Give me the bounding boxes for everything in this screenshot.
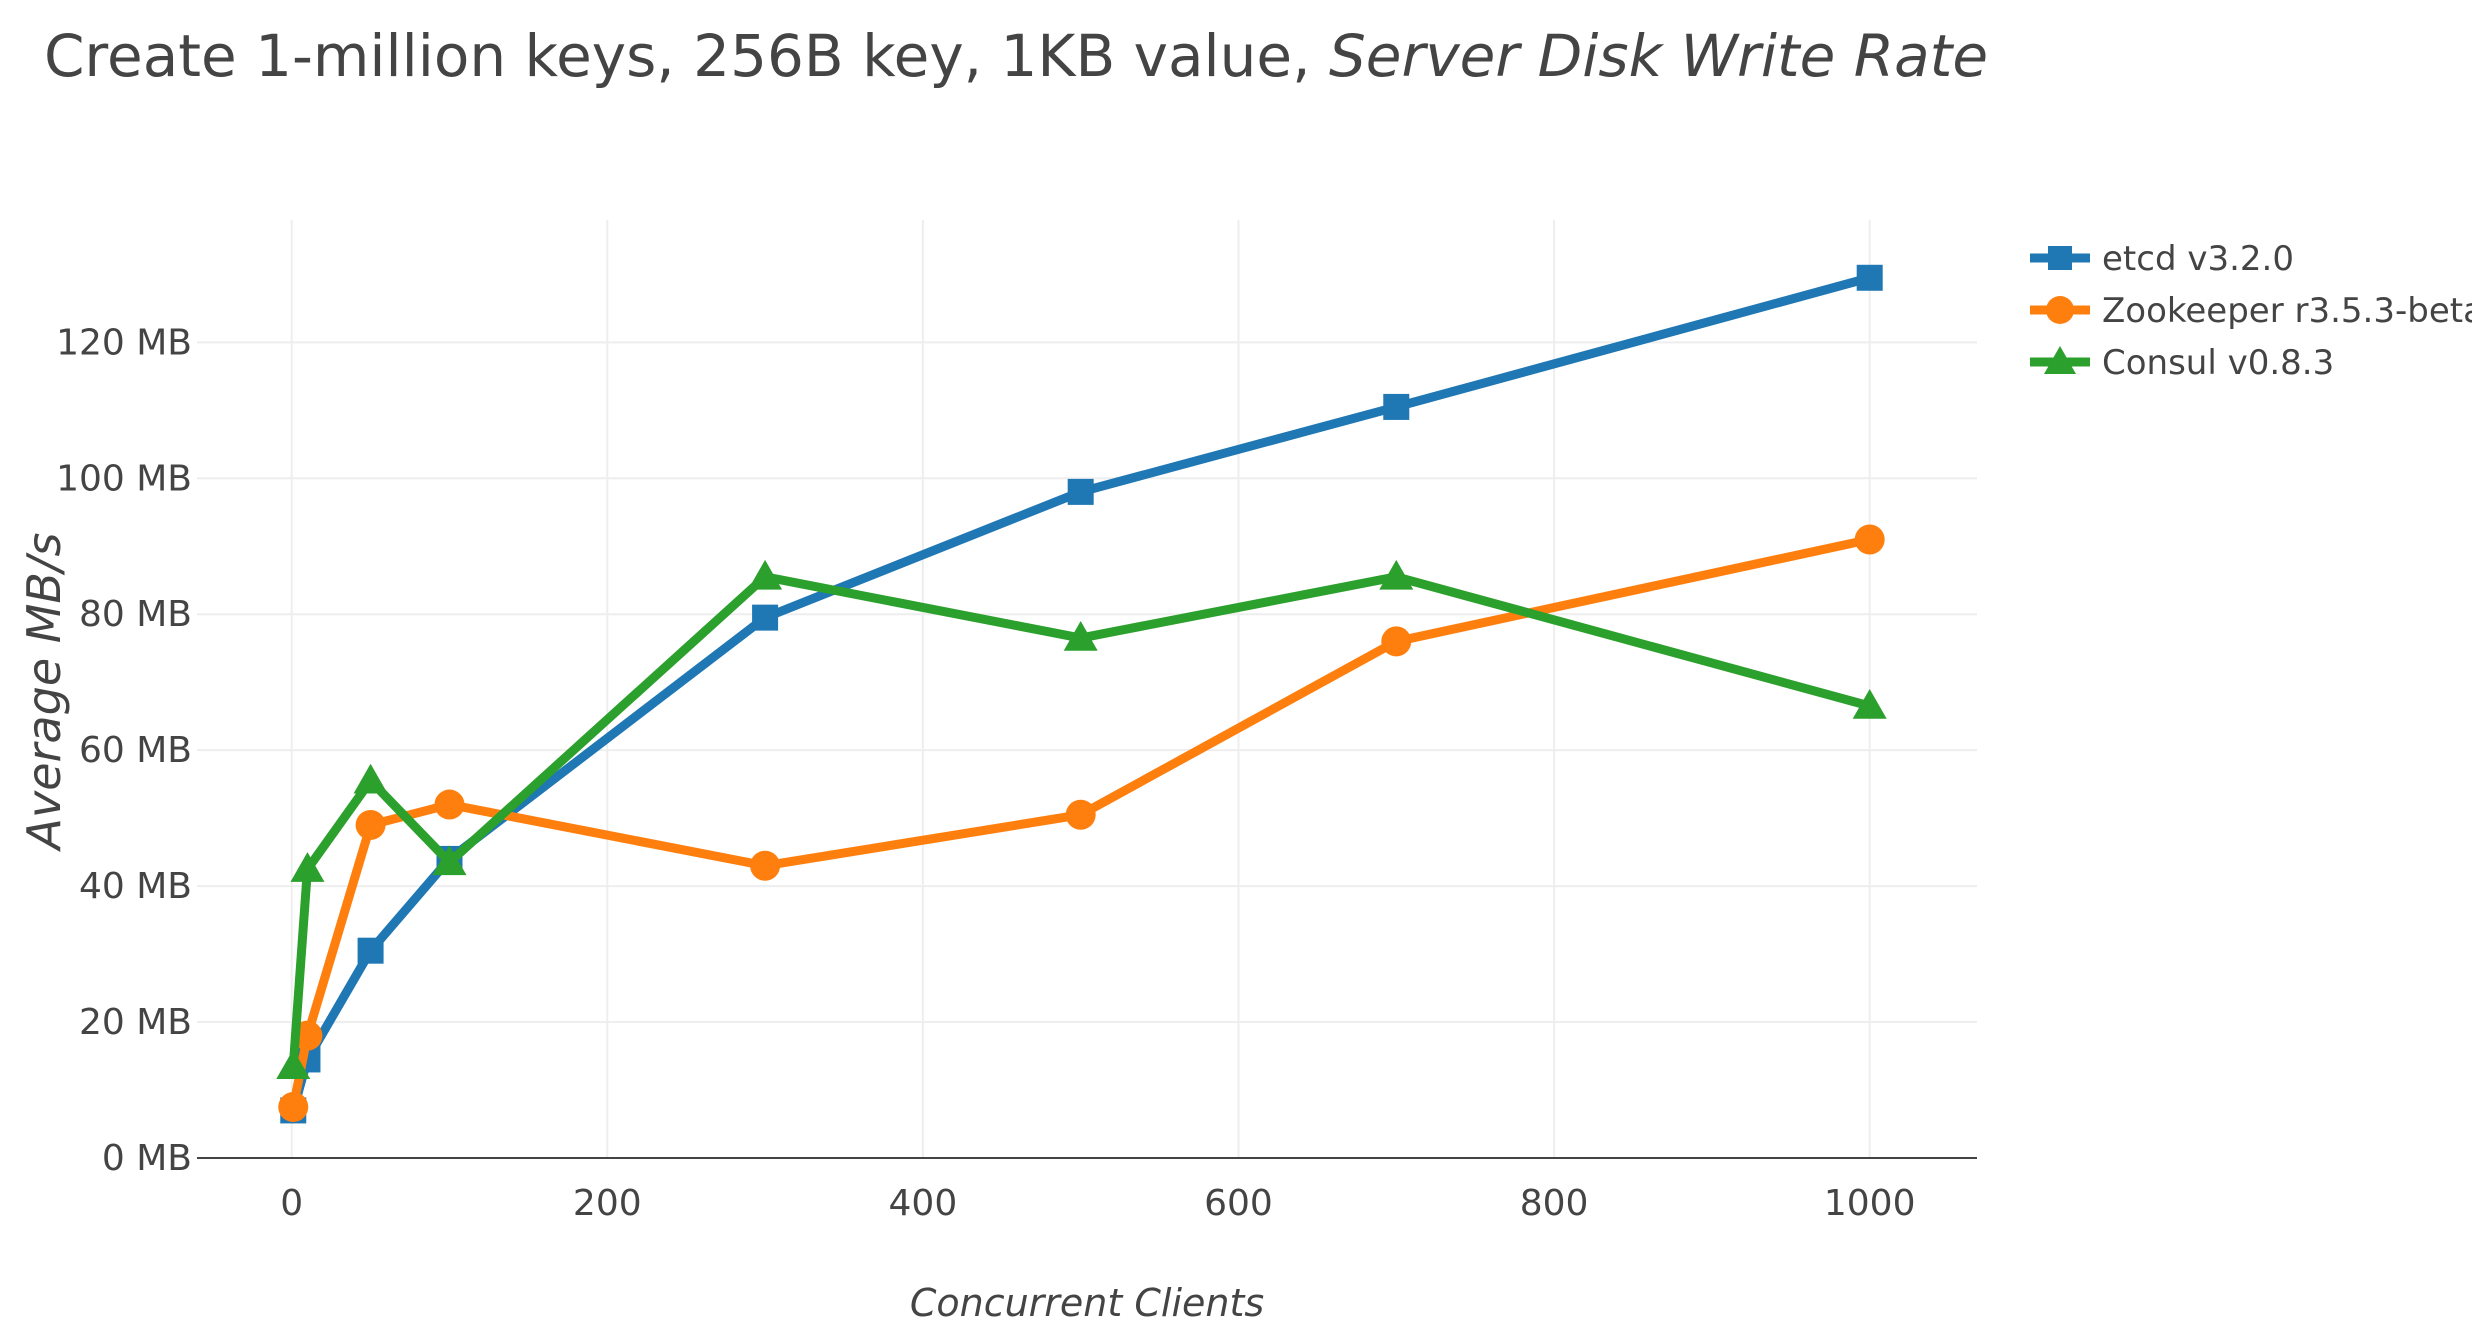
chart-title: Create 1-million keys, 256B key, 1KB val… <box>0 22 2032 90</box>
legend-label: Consul v0.8.3 <box>2102 343 2334 383</box>
x-axis-title: Concurrent Clients <box>910 1281 1264 1325</box>
data-point <box>357 937 384 964</box>
data-point <box>355 809 386 840</box>
legend-item: Zookeeper r3.5.3-beta <box>2030 291 2472 331</box>
y-tick-label: 0 MB <box>102 1138 192 1179</box>
legend-marker <box>2048 246 2072 270</box>
y-tick-label: 100 MB <box>56 458 192 499</box>
legend-marker <box>2046 296 2074 324</box>
chart-title-italic: Server Disk Write Rate <box>1328 22 1989 90</box>
data-point <box>1854 524 1885 555</box>
x-tick-label: 800 <box>1520 1183 1589 1224</box>
x-tick-label: 600 <box>1204 1183 1273 1224</box>
data-point <box>1856 264 1883 291</box>
data-point <box>1065 799 1096 830</box>
series-line <box>288 572 1875 1071</box>
x-tick-label: 200 <box>573 1183 642 1224</box>
data-point <box>1067 478 1094 505</box>
data-point <box>1379 559 1414 590</box>
series-line <box>288 273 1875 1115</box>
data-point <box>1852 688 1887 719</box>
grid-layer <box>197 220 1977 1158</box>
data-point <box>750 850 781 881</box>
data-point <box>276 1049 311 1079</box>
chart-title-main: Create 1-million keys, 256B key, 1KB val… <box>43 22 1311 90</box>
y-tick-label: 120 MB <box>56 322 192 363</box>
y-tick-label: 40 MB <box>79 866 192 907</box>
data-point <box>1381 626 1412 657</box>
data-point <box>353 763 388 794</box>
data-point <box>290 852 325 882</box>
data-point <box>434 789 465 820</box>
x-tick-label: 400 <box>889 1183 958 1224</box>
y-tick-label: 20 MB <box>79 1002 192 1043</box>
x-tick-label: 1000 <box>1824 1183 1916 1224</box>
series-consul <box>276 559 1887 1079</box>
x-tick-label: 0 <box>280 1183 303 1224</box>
legend: etcd v3.2.0 Zookeeper r3.5.3-beta Consul v… <box>2030 239 2472 383</box>
data-point <box>1383 393 1410 420</box>
y-axis-title: Average MB/s <box>17 533 71 853</box>
data-point <box>432 845 467 876</box>
series-layer <box>276 264 1887 1124</box>
series-etcd <box>280 264 1883 1124</box>
ticks-layer: 0 200 400 600 800 1000 0 MB 20 MB 40 MB 60 MB 80 M… <box>56 322 1915 1224</box>
series-line <box>288 534 1875 1112</box>
legend-item: etcd v3.2.0 <box>2030 239 2294 279</box>
legend-marker <box>2044 346 2076 374</box>
data-point <box>278 1092 309 1123</box>
legend-label: Zookeeper r3.5.3-beta <box>2102 291 2472 331</box>
series-zookeeper <box>278 524 1885 1123</box>
data-point <box>752 604 779 631</box>
data-point <box>1063 621 1098 651</box>
data-point <box>748 559 783 590</box>
y-tick-label: 60 MB <box>79 730 192 771</box>
legend-label: etcd v3.2.0 <box>2102 239 2294 279</box>
legend-item: Consul v0.8.3 <box>2030 343 2334 383</box>
y-tick-label: 80 MB <box>79 594 192 635</box>
